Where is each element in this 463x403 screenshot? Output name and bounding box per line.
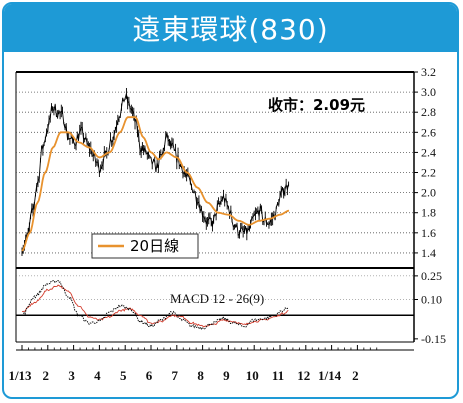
x-tick-label: 10 [246,368,259,383]
price-tick-label: 3.2 [421,65,436,79]
macd-indicator-label: MACD 12 - 26(9) [170,291,264,306]
price-line [21,93,290,255]
x-tick-label: 12 [297,368,310,383]
price-tick-label: 1.4 [421,246,436,260]
x-tick-label: 3 [68,368,75,383]
ma20-line [21,116,290,252]
x-tick-label: 2 [43,368,50,383]
price-tick-label: 3.0 [421,85,436,99]
price-tick-label: 1.8 [421,206,436,220]
x-tick-label: 2 [352,368,359,383]
legend-label: 20日線 [130,237,179,255]
macd-tick-label: -0.15 [421,332,446,346]
macd-tick-label: 0.25 [421,269,442,283]
macd-tick-label: 0.10 [421,292,442,306]
price-tick-label: 2.4 [421,145,436,159]
x-tick-label: 1/13 [8,368,32,383]
x-tick-label: 5 [120,368,127,383]
chart-title: 遠東環球(830) [4,4,457,52]
price-tick-label: 2.8 [421,105,436,119]
macd-line [21,279,289,330]
x-tick-label: 6 [146,368,153,383]
close-price-label: 收市：2.09元 [268,96,365,114]
chart-card: 遠東環球(830) [2,2,459,399]
x-tick-label: 8 [197,368,204,383]
price-tick-label: 1.6 [421,226,436,240]
x-tick-label: 1/14 [318,368,342,383]
price-tick-label: 2.6 [421,125,436,139]
price-tick-label: 2.0 [421,186,436,200]
x-tick-label: 9 [223,368,230,383]
x-tick-label: 4 [94,368,101,383]
x-tick-label: 11 [272,368,284,383]
price-series [21,87,290,256]
price-tick-label: 2.2 [421,166,436,180]
x-tick-label: 7 [172,368,179,383]
